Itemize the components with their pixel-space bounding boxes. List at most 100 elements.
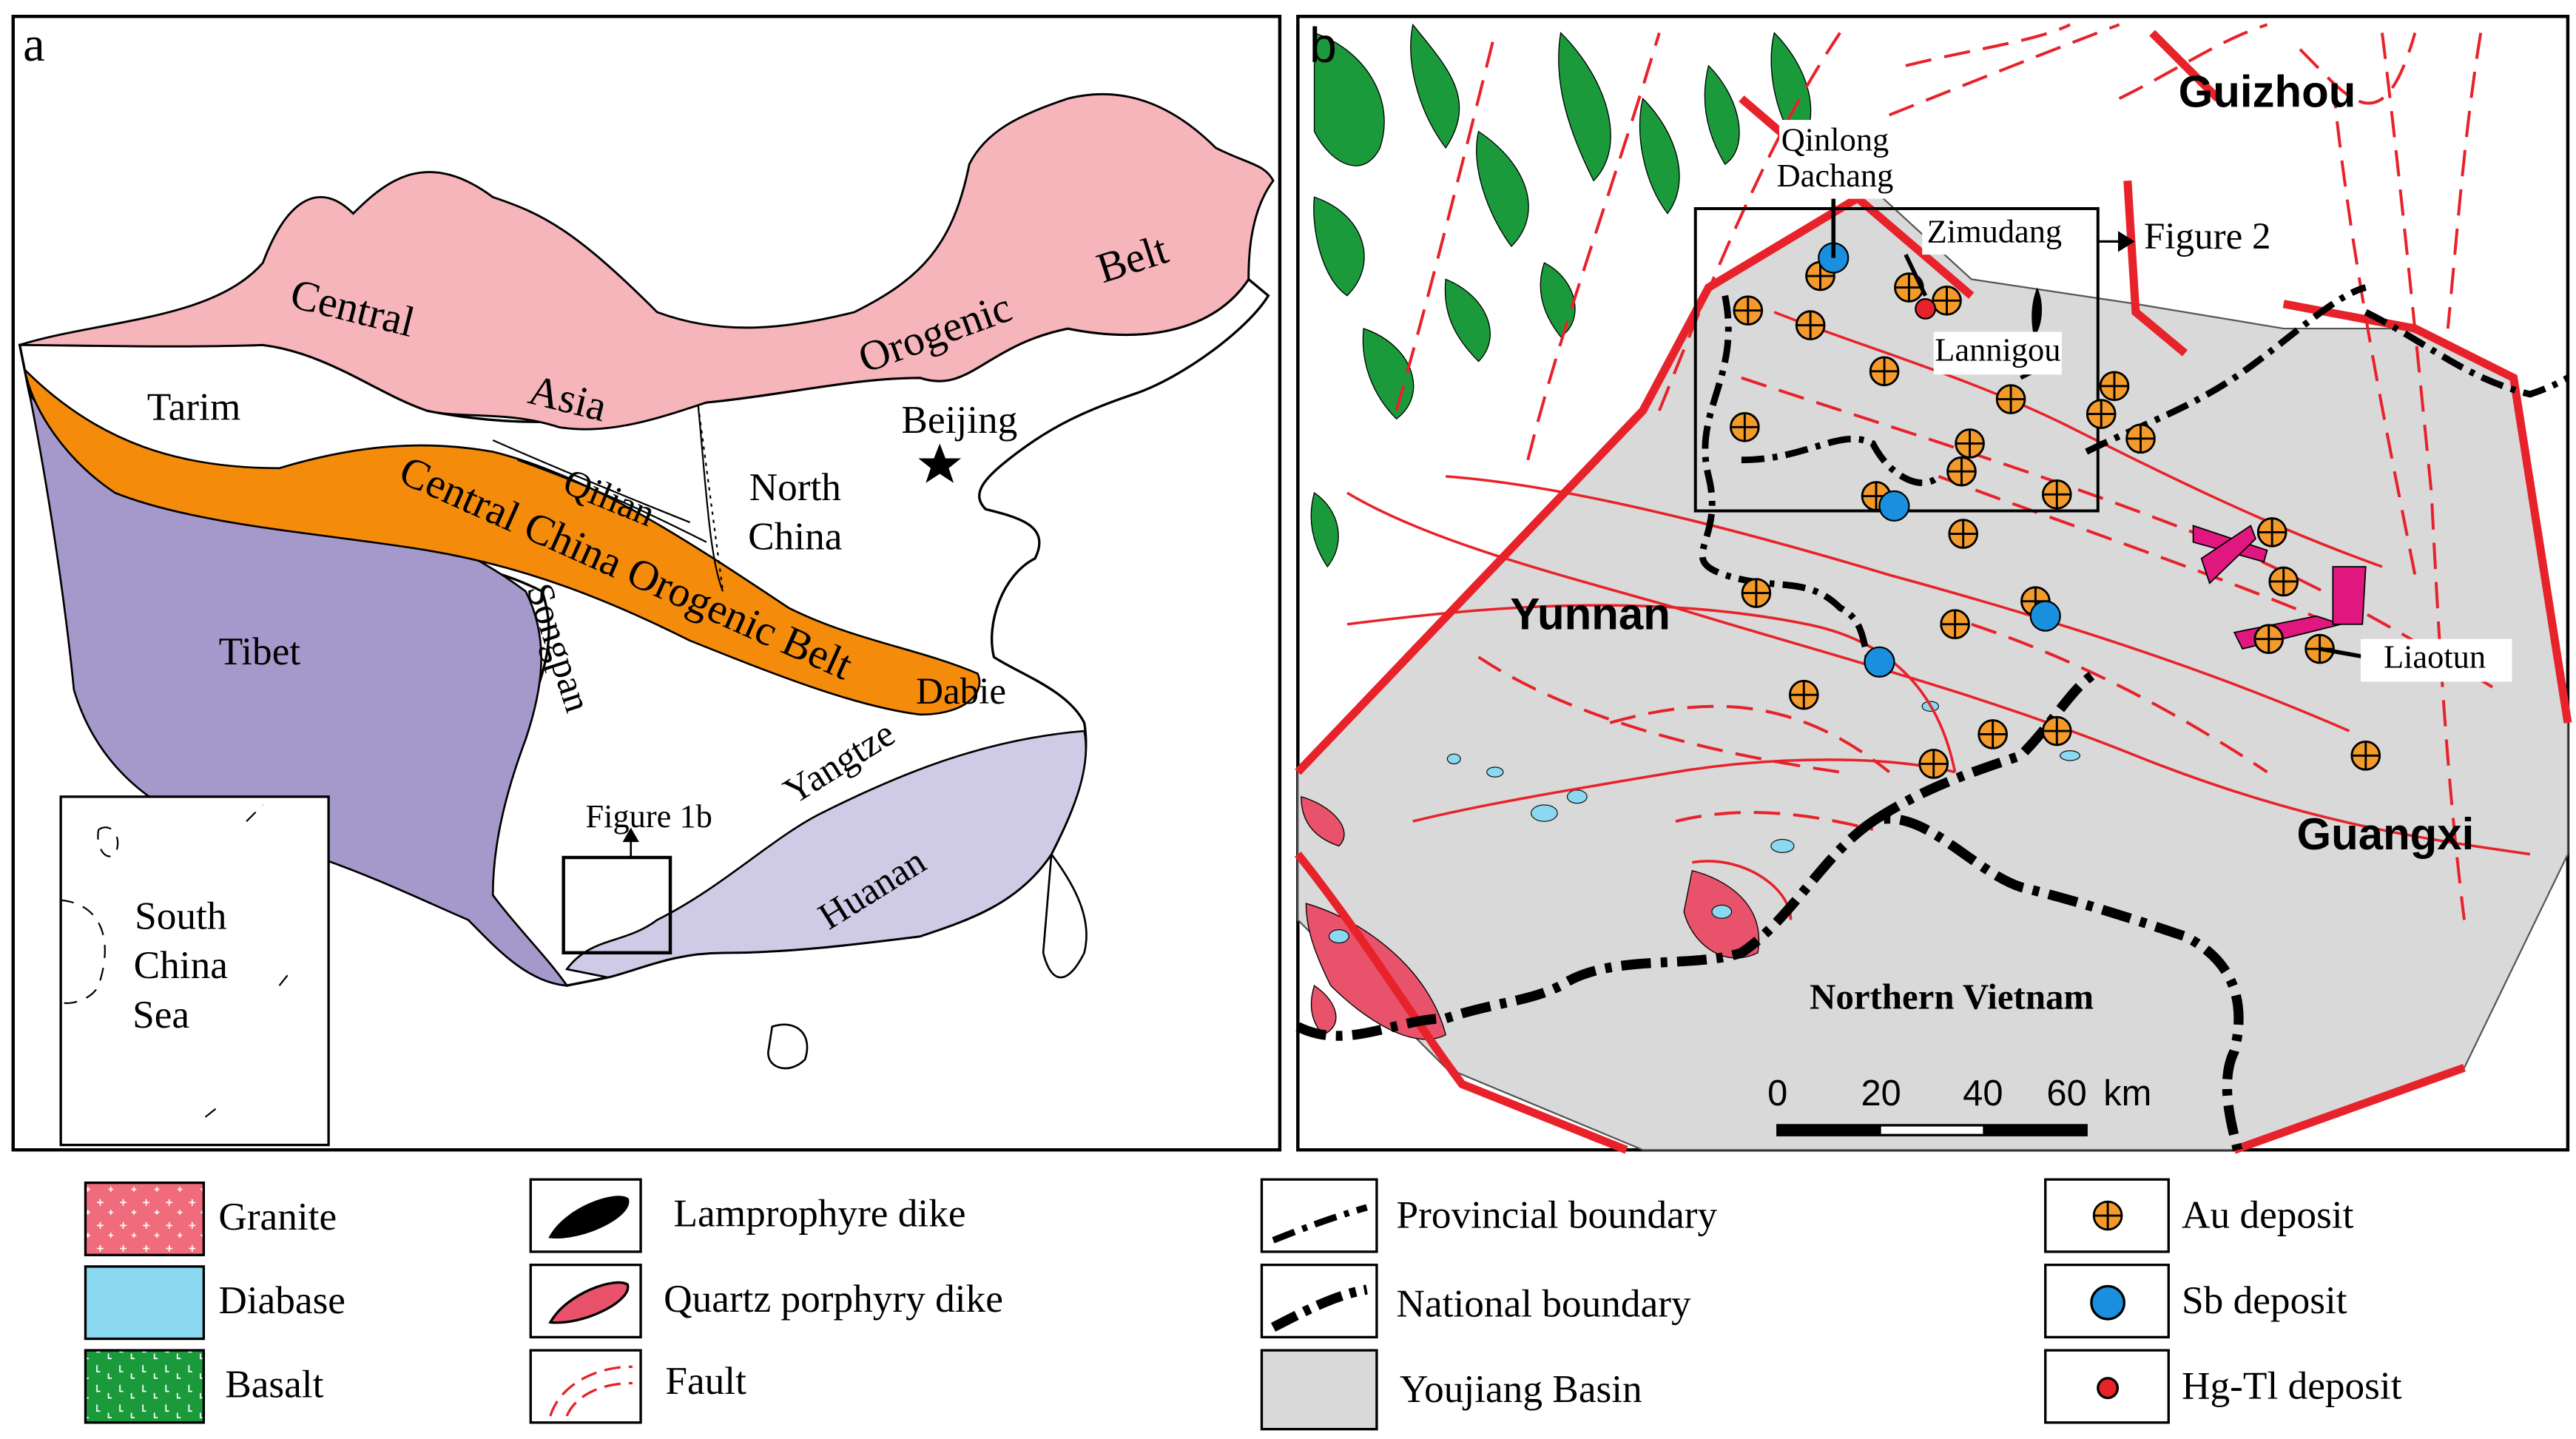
au-deposit bbox=[2099, 371, 2130, 402]
label-backgrounds bbox=[1922, 215, 2067, 255]
fault bbox=[1526, 32, 1661, 461]
deposit-label: Qinlong bbox=[1781, 121, 1889, 158]
diabase bbox=[2060, 750, 2080, 761]
quartz-porphyry-dike bbox=[2192, 525, 2367, 650]
star bbox=[918, 443, 962, 483]
legend-label: Fault bbox=[665, 1359, 746, 1403]
inset-coast bbox=[60, 804, 294, 1118]
legend-symbols bbox=[1272, 1204, 1368, 1244]
au-deposit bbox=[1977, 719, 2008, 749]
fault bbox=[2446, 33, 2483, 329]
fault bbox=[1295, 185, 1875, 775]
basalt bbox=[1558, 32, 1611, 182]
region-label: Tibet bbox=[219, 630, 301, 673]
fault bbox=[1346, 604, 1957, 772]
deposit-label: Lannigou bbox=[1935, 331, 2060, 368]
au-deposit bbox=[1948, 519, 1979, 549]
fault bbox=[1889, 23, 2120, 117]
au-deposit bbox=[1730, 411, 1760, 442]
basalt bbox=[1639, 97, 1680, 215]
boundary-lines bbox=[697, 405, 724, 592]
legend-label: Lamprophyre dike bbox=[673, 1191, 965, 1235]
sb-deposit bbox=[1864, 646, 1895, 678]
au-deposit bbox=[1733, 295, 1764, 326]
legend-label: National boundary bbox=[1397, 1282, 1691, 1326]
fault bbox=[1395, 32, 1497, 411]
hg-tl-deposit bbox=[1915, 297, 1937, 320]
fault bbox=[1741, 376, 2498, 692]
china-outline bbox=[1042, 851, 1088, 979]
panel-label: b bbox=[1309, 18, 1337, 73]
scale-label: 60 bbox=[2046, 1074, 2086, 1113]
scale-bar bbox=[1983, 1125, 2087, 1136]
national-boundary bbox=[1295, 669, 2244, 1151]
panel-b: b Guizhou Qinlong Dachang Zimudang Figur… bbox=[1294, 14, 2572, 1154]
au-deposit bbox=[1795, 310, 1826, 340]
legend: Granite Diabase Basalt Lamprophyre dike … bbox=[84, 1178, 2402, 1431]
legend-symbols bbox=[1260, 1349, 1378, 1431]
deposit-label: Zimudang bbox=[1927, 213, 2062, 250]
box-label: Figure 2 bbox=[2144, 215, 2271, 257]
fault bbox=[1971, 622, 2268, 774]
provincial-boundary bbox=[1699, 294, 1884, 677]
fault bbox=[1675, 811, 1874, 832]
au-deposit bbox=[2256, 517, 2287, 547]
fault bbox=[1477, 656, 1841, 774]
au-deposit bbox=[2041, 479, 2072, 510]
city-label: Beijing bbox=[901, 398, 1017, 442]
fault bbox=[2118, 23, 2268, 101]
lamprophyre-dike bbox=[2032, 287, 2043, 337]
diabase bbox=[1486, 766, 1504, 778]
scale-label: 40 bbox=[1963, 1074, 2003, 1113]
label-backgrounds bbox=[1778, 120, 1891, 199]
diabase bbox=[1770, 839, 1795, 853]
legend-symbols bbox=[84, 1181, 206, 1256]
legend-symbols bbox=[549, 1365, 633, 1417]
huanan bbox=[564, 729, 1088, 979]
diabase bbox=[1711, 904, 1733, 919]
quartz-porphyry-dike bbox=[2200, 525, 2257, 584]
legend-symbols bbox=[2090, 1284, 2125, 1321]
legend-label: Diabase bbox=[218, 1278, 345, 1322]
au-deposit bbox=[1788, 679, 1819, 710]
au-deposit bbox=[2268, 566, 2299, 597]
boundary-lines bbox=[492, 405, 724, 592]
legend-symbols bbox=[84, 1265, 206, 1341]
basalt bbox=[1410, 23, 1460, 149]
legend-label: Sb deposit bbox=[2182, 1278, 2347, 1322]
panel-label: a bbox=[23, 18, 45, 72]
legend-label: Granite bbox=[218, 1195, 337, 1239]
figure-1b-box bbox=[562, 855, 672, 955]
fault bbox=[2123, 180, 2188, 357]
quartz-porphyry-dike bbox=[2332, 566, 2367, 625]
legend-label: Quartz porphyry dike bbox=[664, 1277, 1003, 1321]
region-label: North bbox=[749, 465, 841, 509]
scale-bar bbox=[1777, 1125, 1881, 1136]
province-label: Guangxi bbox=[2297, 809, 2475, 859]
au-deposit bbox=[1955, 428, 1985, 459]
au-deposit bbox=[1995, 384, 2026, 414]
inset-label: China bbox=[134, 943, 228, 987]
box-label: Figure 1b bbox=[585, 798, 712, 835]
legend-label: Hg-Tl deposit bbox=[2182, 1364, 2402, 1408]
basalt bbox=[1476, 130, 1529, 248]
legend-label: Provincial boundary bbox=[1397, 1193, 1718, 1237]
granite bbox=[1301, 795, 1345, 847]
arrow bbox=[622, 827, 639, 858]
region-label: China bbox=[748, 515, 842, 559]
fault bbox=[2331, 81, 2417, 576]
basalt bbox=[1310, 492, 1339, 568]
legend-symbols bbox=[548, 1196, 630, 1239]
region-label: Dabie bbox=[916, 670, 1006, 712]
provincial-boundary bbox=[1741, 435, 1941, 486]
legend-label: Basalt bbox=[225, 1362, 323, 1406]
label-leaders bbox=[2319, 647, 2367, 659]
fault bbox=[2282, 300, 2572, 724]
basalt bbox=[1704, 64, 1740, 165]
legend-symbols bbox=[2097, 1377, 2120, 1400]
au-deposit bbox=[1946, 456, 1977, 487]
legend-symbols bbox=[84, 1349, 206, 1424]
diabase bbox=[1328, 701, 2080, 944]
